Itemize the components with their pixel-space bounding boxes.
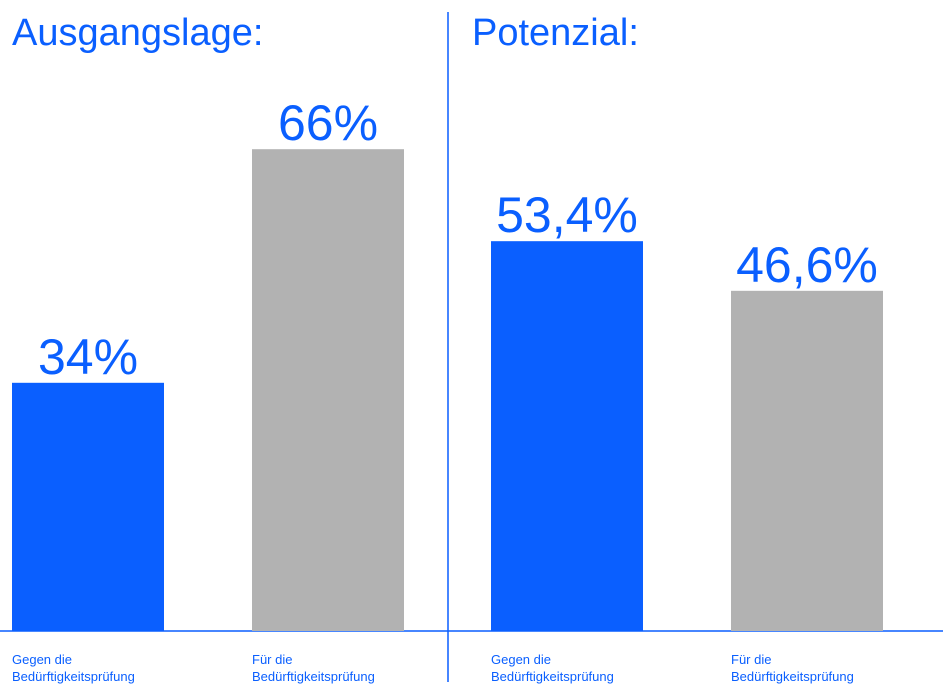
bar-value-label: 46,6% bbox=[736, 237, 878, 293]
category-label-line: Gegen die bbox=[491, 652, 551, 667]
category-label: Für die Bedürftigkeitsprüfung bbox=[731, 652, 854, 684]
panel-title: Potenzial: bbox=[472, 12, 639, 54]
category-label-line: Bedürftigkeitsprüfung bbox=[491, 669, 614, 684]
category-label-line: Bedürftigkeitsprüfung bbox=[252, 669, 375, 684]
bar-value-label: 34% bbox=[38, 329, 138, 385]
category-label: Gegen die Bedürftigkeitsprüfung bbox=[491, 652, 614, 684]
bar bbox=[252, 149, 404, 631]
bar bbox=[12, 382, 164, 631]
chart-panel-1: Ausgangslage: 34% Gegen die Bedürftigkeitsp… bbox=[12, 12, 404, 684]
category-label-line: Gegen die bbox=[12, 652, 72, 667]
category-label-line: Für die bbox=[252, 652, 292, 667]
bar bbox=[731, 290, 883, 631]
category-label: Für die Bedürftigkeitsprüfung bbox=[252, 652, 375, 684]
category-label-line: Bedürftigkeitsprüfung bbox=[731, 669, 854, 684]
bar-value-label: 53,4% bbox=[496, 187, 638, 243]
panel-title: Ausgangslage: bbox=[12, 12, 263, 54]
chart-panel-2: Potenzial: 53,4% Gegen die Bedürftigkeitspr… bbox=[472, 12, 883, 684]
category-label-line: Für die bbox=[731, 652, 771, 667]
category-label-line: Bedürftigkeitsprüfung bbox=[12, 669, 135, 684]
category-label: Gegen die Bedürftigkeitsprüfung bbox=[12, 652, 135, 684]
bar bbox=[491, 241, 643, 631]
bar-value-label: 66% bbox=[278, 95, 378, 151]
